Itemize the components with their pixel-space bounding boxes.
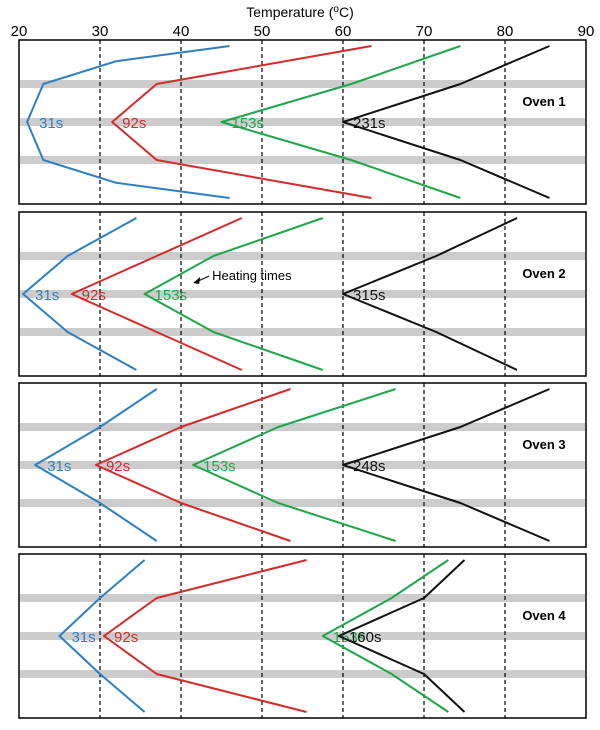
temperature-band [20,499,585,507]
panel-frame [18,211,587,377]
heating-time-label: 31s [39,115,63,132]
oven-panel: 31s 92s 153s 248s Oven 3 [18,382,587,548]
x-tick-label: 40 [173,23,190,40]
x-tick-label: 30 [92,23,109,40]
oven-panel: 31s 92s 153s 231s Oven 1 [18,39,587,205]
oven-label: Oven 3 [522,437,565,452]
x-tick-label: 70 [416,23,433,40]
x-tick-label: 20 [11,23,28,40]
temperature-band [20,80,585,88]
panel-frame [18,39,587,205]
temperature-band [20,461,585,469]
x-tick-label: 50 [254,23,271,40]
panel-frame [18,382,587,548]
oven-panel: 31s 92s 153s 315s Oven 2 Heating times [18,211,587,377]
temperature-band [20,156,585,164]
oven-panels: 31s 92s 153s 231s Oven 1 31s 92s 153s 315s Oven 2… [18,39,587,719]
heating-time-label: 315s [353,287,386,304]
curve-153s [192,388,396,542]
curve-160s [337,559,466,713]
temperature-band [20,252,585,260]
curve-231s [342,45,550,199]
heating-time-label: 153s [232,115,265,132]
heating-time-label: 92s [106,458,130,475]
heating-time-label: 153s [333,629,366,646]
heating-time-label: 92s [82,287,106,304]
annotation-text: Heating times [212,268,292,283]
x-tick-label: 60 [335,23,352,40]
heating-time-label: 31s [47,458,71,475]
x-tick-label: 80 [497,23,514,40]
temperature-band [20,328,585,336]
curve-153s [143,217,324,371]
heating-time-label: 153s [155,287,188,304]
curve-92s [94,388,291,542]
curve-153s [321,559,449,713]
x-axis-title: Temperature (oC) [246,4,354,20]
curve-92s [103,559,307,713]
curve-31s [58,559,146,713]
temperature-band [20,670,585,678]
heating-time-label: 160s [349,629,382,646]
x-axis-ticks: 20 30 40 50 60 70 80 90 [11,23,595,40]
curve-315s [342,217,518,371]
curve-31s [22,217,137,371]
heating-time-label: 31s [35,287,59,304]
heating-time-label: 248s [353,458,386,475]
curve-248s [342,388,550,542]
temperature-band [20,290,585,298]
temperature-band [20,632,585,640]
heating-time-label: 153s [203,458,236,475]
curve-153s [220,45,461,199]
panel-frame [18,553,587,719]
temperature-band [20,423,585,431]
curve-31s [26,45,230,199]
heating-time-label: 92s [122,115,146,132]
heating-time-label: 231s [353,115,386,132]
temperature-band [20,594,585,602]
x-tick-label: 90 [578,23,595,40]
curve-31s [34,388,158,542]
curve-92s [111,45,372,199]
annotation-arrowhead [193,277,201,284]
oven-label: Oven 1 [522,94,565,109]
curve-92s [70,217,243,371]
heating-time-label: 92s [114,629,138,646]
oven-label: Oven 2 [522,266,565,281]
heating-time-label: 31s [72,629,96,646]
oven-label: Oven 4 [522,608,566,623]
temperature-band [20,118,585,126]
